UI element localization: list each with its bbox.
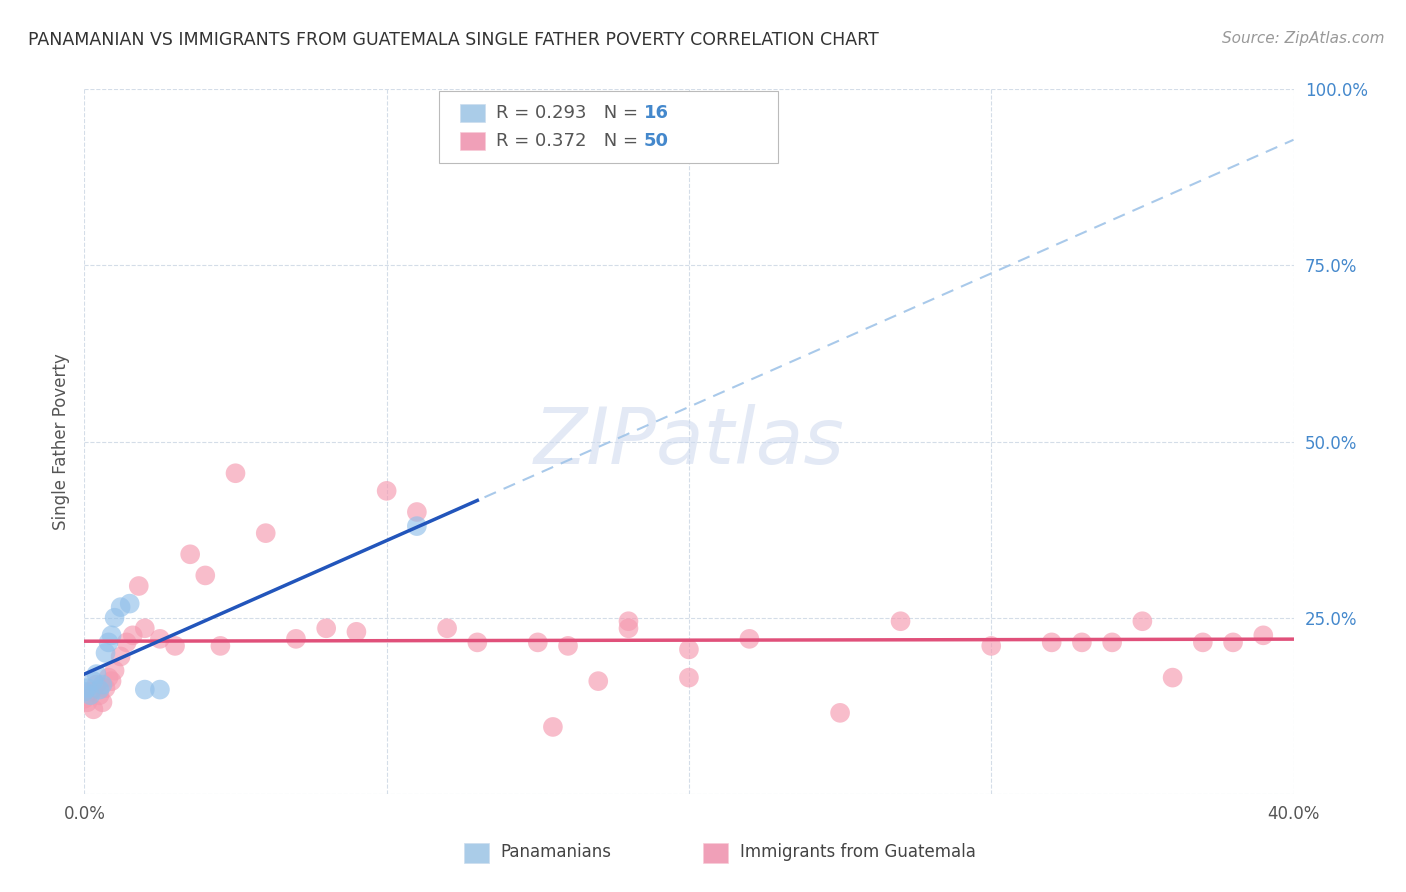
Point <box>588 674 610 689</box>
Text: ZIPatlas: ZIPatlas <box>533 403 845 480</box>
Point <box>110 649 132 664</box>
Point <box>79 688 101 702</box>
Text: 16: 16 <box>644 104 669 122</box>
Point <box>115 635 138 649</box>
Point <box>118 597 141 611</box>
Text: R = 0.293   N =: R = 0.293 N = <box>496 104 644 122</box>
Point <box>678 671 700 685</box>
Point <box>738 632 761 646</box>
Point <box>110 600 132 615</box>
Point <box>678 642 700 657</box>
Point <box>1161 671 1184 685</box>
Point <box>194 568 217 582</box>
Point <box>1101 635 1123 649</box>
Point <box>128 579 150 593</box>
Point <box>1192 635 1215 649</box>
Point <box>1253 628 1275 642</box>
Point <box>134 621 156 635</box>
Point <box>149 632 172 646</box>
Point <box>89 688 111 702</box>
Point <box>830 706 852 720</box>
Point <box>467 635 489 649</box>
Text: Immigrants from Guatemala: Immigrants from Guatemala <box>740 843 976 861</box>
Point <box>121 628 143 642</box>
Text: PANAMANIAN VS IMMIGRANTS FROM GUATEMALA SINGLE FATHER POVERTY CORRELATION CHART: PANAMANIAN VS IMMIGRANTS FROM GUATEMALA … <box>28 31 879 49</box>
Point <box>557 639 579 653</box>
Point <box>541 720 564 734</box>
Text: R = 0.372   N =: R = 0.372 N = <box>496 132 644 150</box>
Point <box>104 610 127 624</box>
Point <box>285 632 308 646</box>
Point <box>436 621 458 635</box>
Point <box>1130 614 1153 628</box>
Point <box>1222 635 1244 649</box>
Point <box>1071 635 1094 649</box>
Point <box>617 614 640 628</box>
Point <box>375 483 398 498</box>
Point <box>1040 635 1063 649</box>
Text: Source: ZipAtlas.com: Source: ZipAtlas.com <box>1222 31 1385 46</box>
Point <box>315 621 337 635</box>
Point <box>254 526 277 541</box>
Point <box>890 614 912 628</box>
Point <box>82 674 104 689</box>
Point <box>97 671 120 685</box>
Y-axis label: Single Father Poverty: Single Father Poverty <box>52 353 70 530</box>
Point <box>86 678 108 692</box>
Point <box>149 682 172 697</box>
Point <box>86 667 108 681</box>
Point <box>94 646 117 660</box>
Point <box>406 505 429 519</box>
Point <box>980 639 1002 653</box>
Point <box>346 624 368 639</box>
Point <box>100 628 122 642</box>
Point <box>76 695 98 709</box>
Point <box>406 519 429 533</box>
Text: 50: 50 <box>644 132 669 150</box>
Point <box>91 695 114 709</box>
Point <box>82 702 104 716</box>
Point <box>165 639 187 653</box>
Point <box>89 682 111 697</box>
Point <box>209 639 232 653</box>
Point <box>527 635 550 649</box>
Point <box>97 635 120 649</box>
Point <box>91 678 114 692</box>
Point <box>225 467 247 481</box>
Point <box>94 681 117 696</box>
Point <box>73 691 96 706</box>
Point <box>73 684 96 698</box>
Point <box>104 664 127 678</box>
Point <box>179 547 201 561</box>
Point <box>134 682 156 697</box>
Text: Panamanians: Panamanians <box>501 843 612 861</box>
Point <box>76 681 98 696</box>
Point <box>617 621 640 635</box>
Point <box>100 674 122 689</box>
Point <box>79 684 101 698</box>
